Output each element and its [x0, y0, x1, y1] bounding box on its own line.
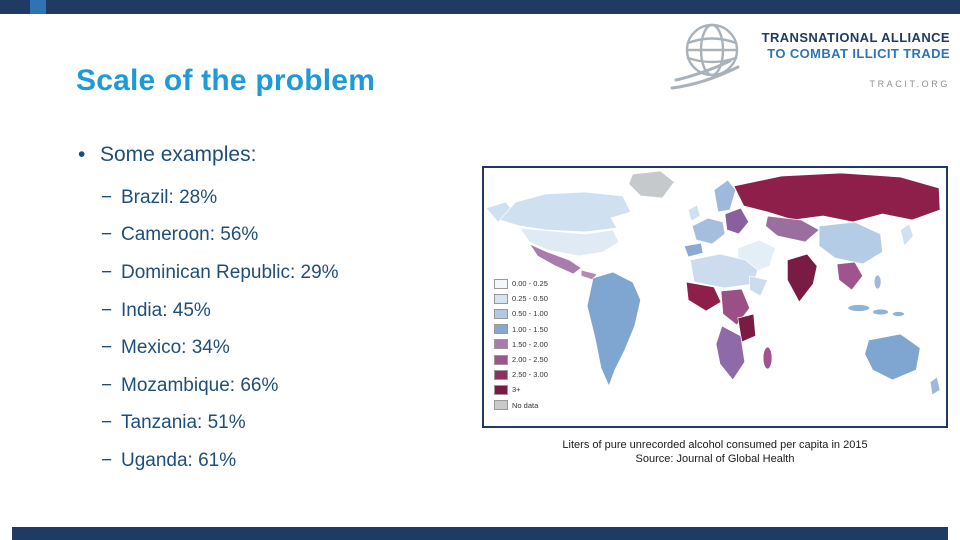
- example-text: Dominican Republic: 29%: [121, 261, 339, 283]
- legend-swatch: [494, 278, 508, 289]
- legend-row: 3+: [494, 382, 548, 397]
- region-australia: [864, 333, 921, 381]
- region-southern-africa: [715, 325, 746, 381]
- legend-row: 0.25 - 0.50: [494, 291, 548, 306]
- region-new-zealand: [929, 376, 941, 396]
- legend-swatch: [494, 384, 508, 395]
- list-item: − Uganda: 61%: [101, 442, 339, 480]
- example-text: Cameroon: 56%: [121, 224, 259, 246]
- legend-row: 0.00 - 0.25: [494, 276, 548, 291]
- region-china: [818, 221, 883, 265]
- region-russia: [733, 172, 941, 223]
- region-horn-africa: [749, 275, 769, 297]
- list-item: − Dominican Republic: 29%: [101, 254, 339, 292]
- region-japan: [899, 223, 914, 247]
- region-indonesia: [892, 311, 905, 317]
- region-west-africa: [685, 281, 722, 312]
- list-item: − Tanzania: 51%: [101, 405, 339, 443]
- legend-label: 2.50 - 3.00: [512, 370, 548, 380]
- examples-list: − Brazil: 28% − Cameroon: 56% − Dominican R…: [101, 179, 339, 480]
- logo-line1: TRANSNATIONAL ALLIANCE: [761, 30, 950, 45]
- globe-icon: [670, 23, 740, 90]
- legend-label: 0.00 - 0.25: [512, 279, 548, 289]
- legend-row: 2.00 - 2.50: [494, 352, 548, 367]
- bullet-marker: •: [78, 143, 86, 166]
- dash-marker: −: [101, 261, 113, 283]
- dash-marker: −: [101, 186, 113, 208]
- legend-swatch: [494, 293, 508, 304]
- region-india: [787, 253, 818, 303]
- region-central-asia: [765, 215, 820, 243]
- legend-row: No data: [494, 398, 548, 413]
- list-item: − Brazil: 28%: [101, 179, 339, 217]
- region-canada: [499, 191, 632, 233]
- region-west-europe: [691, 217, 726, 245]
- map-legend: 0.00 - 0.25 0.25 - 0.50 0.50 - 1.00 1.00…: [491, 274, 551, 415]
- region-usa: [518, 227, 620, 257]
- region-iberia: [683, 242, 704, 258]
- region-philippines: [873, 274, 882, 290]
- region-mexico: [528, 243, 582, 275]
- legend-label: 1.00 - 1.50: [512, 324, 548, 334]
- legend-swatch: [494, 400, 508, 411]
- legend-swatch: [494, 324, 508, 335]
- example-text: Brazil: 28%: [121, 186, 218, 208]
- list-item: − Cameroon: 56%: [101, 217, 339, 255]
- legend-label: 0.50 - 1.00: [512, 309, 548, 319]
- legend-swatch: [494, 339, 508, 350]
- world-map-panel: 0.00 - 0.25 0.25 - 0.50 0.50 - 1.00 1.00…: [482, 166, 948, 428]
- world-map: [485, 170, 941, 396]
- region-south-america: [586, 271, 642, 387]
- logo-line2: TO COMBAT ILLICIT TRADE: [767, 46, 950, 61]
- legend-label: 1.50 - 2.00: [512, 339, 548, 349]
- map-caption: Liters of pure unrecorded alcohol consum…: [482, 438, 948, 466]
- dash-marker: −: [101, 412, 113, 434]
- region-madagascar: [762, 346, 773, 370]
- legend-label: 0.25 - 0.50: [512, 294, 548, 304]
- region-se-asia: [836, 261, 864, 291]
- example-text: Uganda: 61%: [121, 449, 237, 471]
- bullet-heading: • Some examples:: [78, 143, 256, 167]
- tracit-logo: TRANSNATIONAL ALLIANCE TO COMBAT ILLICIT…: [668, 16, 950, 100]
- example-text: Mozambique: 66%: [121, 374, 279, 396]
- region-east-africa: [737, 313, 757, 343]
- legend-swatch: [494, 369, 508, 380]
- region-greenland: [628, 170, 675, 199]
- legend-row: 1.50 - 2.00: [494, 337, 548, 352]
- region-uk: [687, 204, 701, 222]
- legend-row: 1.00 - 1.50: [494, 322, 548, 337]
- bullet-heading-label: Some examples:: [100, 143, 257, 166]
- legend-label: No data: [512, 400, 539, 410]
- region-east-europe: [724, 207, 750, 235]
- top-bar-accent: [30, 0, 46, 14]
- top-bar: [0, 0, 960, 14]
- legend-swatch: [494, 354, 508, 365]
- map-caption-line1: Liters of pure unrecorded alcohol consum…: [562, 439, 868, 451]
- logo-line3: TRACIT.ORG: [869, 79, 950, 89]
- region-indonesia: [872, 308, 889, 316]
- dash-marker: −: [101, 449, 113, 471]
- example-text: Tanzania: 51%: [121, 412, 246, 434]
- example-text: India: 45%: [121, 299, 211, 321]
- dash-marker: −: [101, 374, 113, 396]
- example-text: Mexico: 34%: [121, 337, 230, 359]
- list-item: − Mozambique: 66%: [101, 367, 339, 405]
- legend-row: 2.50 - 3.00: [494, 367, 548, 382]
- map-caption-line2: Source: Journal of Global Health: [635, 453, 795, 465]
- bottom-bar: [12, 527, 948, 540]
- dash-marker: −: [101, 224, 113, 246]
- list-item: − India: 45%: [101, 292, 339, 330]
- dash-marker: −: [101, 299, 113, 321]
- list-item: − Mexico: 34%: [101, 329, 339, 367]
- logo-text: TRANSNATIONAL ALLIANCE TO COMBAT ILLICIT…: [762, 16, 950, 89]
- dash-marker: −: [101, 337, 113, 359]
- region-scandinavia: [713, 179, 737, 213]
- page-title: Scale of the problem: [76, 64, 376, 97]
- legend-swatch: [494, 308, 508, 319]
- legend-label: 2.00 - 2.50: [512, 355, 548, 365]
- legend-label: 3+: [512, 385, 521, 395]
- legend-row: 0.50 - 1.00: [494, 306, 548, 321]
- region-indonesia: [847, 304, 871, 312]
